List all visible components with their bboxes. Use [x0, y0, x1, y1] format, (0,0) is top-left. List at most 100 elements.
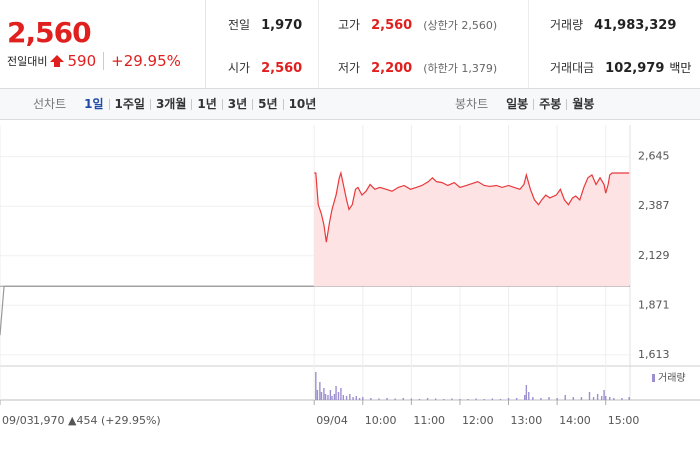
x-tick-label: 11:00 — [413, 414, 445, 427]
price-line — [314, 170, 630, 243]
volume-bar — [355, 396, 357, 400]
stat-note: (상한가 2,560) — [423, 19, 498, 32]
volume-bar — [525, 385, 528, 400]
volume-bar — [333, 394, 336, 400]
stat: 고가 2,560 (상한가 2,560) — [338, 16, 497, 33]
volume-bar — [378, 398, 380, 400]
volume-bar — [556, 398, 558, 400]
volume-bar — [316, 390, 319, 400]
stat-value: 102,979 — [605, 61, 665, 76]
y-tick-label: 2,645 — [638, 150, 670, 163]
volume-bar — [331, 396, 333, 400]
volume-bar — [475, 398, 477, 400]
annotation: 1,970 ▲454 (+29.95%) — [33, 414, 161, 427]
tab-group-label: 봉차트 — [455, 96, 489, 111]
stat: 저가 2,200 (하한가 1,379) — [338, 59, 497, 76]
period-tab[interactable]: 10년 — [282, 98, 322, 110]
volume-bar — [592, 397, 595, 400]
candle-tab[interactable]: 일봉 — [506, 96, 529, 111]
x-tick-label: 10:00 — [365, 414, 397, 427]
stat-label: 저가 — [338, 61, 361, 75]
change: 590 — [67, 52, 97, 70]
volume-bar — [499, 399, 502, 400]
volume-bar — [329, 390, 332, 400]
change-row: 전일대비 590 +29.95% — [7, 52, 181, 70]
x-tick-label: 12:00 — [462, 414, 494, 427]
stat: 전일 1,970 — [228, 16, 302, 33]
stat-label: 거래량 — [550, 18, 584, 32]
stat-value: 1,970 — [261, 18, 303, 33]
volume-bar — [609, 397, 611, 400]
separator — [528, 0, 529, 88]
volume-bar — [410, 398, 413, 400]
volume-bar — [362, 397, 364, 400]
volume-bar — [491, 398, 494, 400]
period-tab[interactable]: 5년 — [252, 98, 282, 110]
volume-bar — [603, 390, 605, 400]
volume-bar — [564, 395, 566, 400]
volume-bar — [621, 398, 623, 400]
y-tick-label: 1,613 — [638, 348, 670, 361]
stat-value: 2,560 — [261, 61, 303, 76]
volume-bar — [418, 399, 421, 400]
volume-bar — [324, 394, 327, 400]
volume-bar — [394, 398, 396, 400]
volume-bar — [532, 397, 534, 400]
up-icon — [50, 55, 65, 67]
price: 2,560 — [7, 16, 92, 49]
candle-tabs: 봉차트 일봉 주봉 월봉 — [450, 89, 599, 119]
volume-bar — [600, 396, 603, 400]
volume-bar — [467, 399, 469, 400]
volume-bar — [370, 398, 372, 400]
volume-bar — [349, 394, 351, 400]
volume-bar — [459, 399, 461, 400]
volume-bar — [320, 392, 323, 400]
stat: 거래량 41,983,329 — [550, 16, 676, 33]
period-tab[interactable]: 1일 — [84, 96, 104, 111]
stat-value: 41,983,329 — [594, 18, 677, 33]
stat-label: 전일 — [228, 18, 251, 32]
legend-label: 거래량 — [658, 372, 686, 384]
volume-bar — [588, 392, 591, 400]
volume-bar — [443, 399, 445, 400]
x-tick-label: 14:00 — [559, 414, 591, 427]
volume-bar — [358, 398, 361, 400]
volume-bar — [605, 396, 607, 400]
stat: 거래대금 102,979 백만 — [550, 59, 691, 76]
volume-bar — [315, 372, 317, 400]
volume-bar — [572, 397, 575, 400]
separator — [318, 0, 319, 88]
up-arrow — [50, 55, 65, 67]
period-tab[interactable]: 1주일 — [108, 98, 150, 110]
volume-bar — [319, 382, 321, 400]
x-tick-label: 09/03 — [2, 414, 34, 427]
volume-bar — [327, 395, 329, 400]
volume-bar — [507, 398, 510, 400]
price-line — [0, 285, 314, 336]
volume-bar — [426, 398, 429, 400]
x-tick-label: 15:00 — [608, 414, 640, 427]
area — [314, 173, 630, 287]
volume-bar — [524, 395, 526, 400]
volume-bar — [337, 392, 340, 400]
volume-bar — [335, 386, 337, 400]
volume-bar — [483, 399, 485, 400]
candle-tab[interactable]: 월봉 — [566, 98, 599, 110]
period-tab[interactable]: 3개월 — [149, 98, 191, 110]
volume-bar — [434, 398, 437, 400]
change-label: 전일대비 — [7, 55, 48, 68]
volume-bar — [613, 398, 615, 400]
tab-group-label: 선차트 — [33, 96, 67, 111]
y-tick-label: 2,387 — [638, 199, 670, 212]
change-pct: +29.95% — [103, 52, 181, 70]
volume-bar — [323, 388, 325, 400]
volume-bar — [451, 398, 453, 400]
stat-value: 2,200 — [371, 61, 413, 76]
candle-tab[interactable]: 주봉 — [533, 98, 566, 110]
period-tab[interactable]: 1년 — [191, 98, 221, 110]
volume-bar — [548, 397, 550, 400]
period-tab[interactable]: 3년 — [221, 98, 252, 110]
volume-bar — [628, 397, 630, 400]
